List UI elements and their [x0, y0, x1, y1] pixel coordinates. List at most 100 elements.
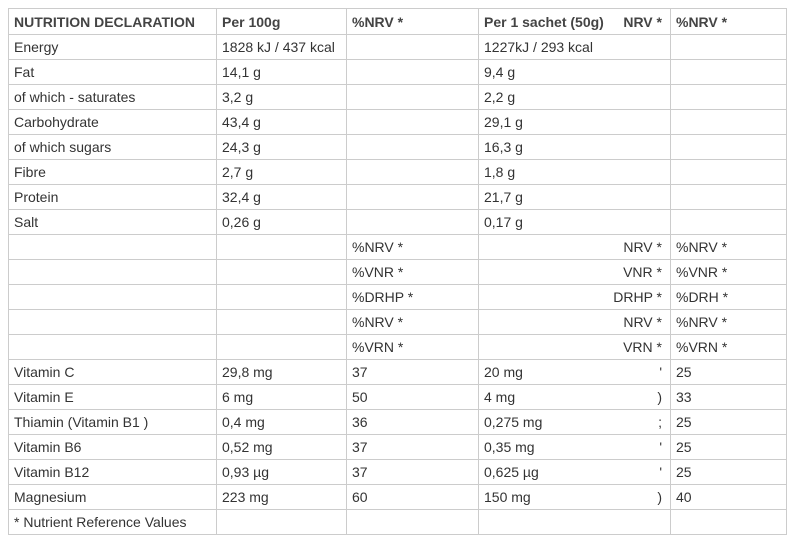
cell-text: 20 mg [484, 364, 523, 380]
cell-text: 0,35 mg [484, 439, 535, 455]
cell-text: %NRV * [352, 314, 404, 330]
cell-text: 50 [352, 389, 368, 405]
cell: Vitamin C [8, 359, 217, 385]
cell-text: Carbohydrate [14, 114, 99, 130]
cell-text: %VRN * [676, 339, 728, 355]
cell-text-right: NRV * [623, 239, 662, 255]
cell: %NRV * [346, 8, 479, 35]
cell: 29,8 mg [216, 359, 347, 385]
cell: 32,4 g [216, 184, 347, 210]
cell: %VRN * [670, 334, 787, 360]
cell [670, 134, 787, 160]
table-row: Vitamin B12 0,93 µg 37 0,625 µg ' 25 [8, 459, 787, 485]
cell [346, 509, 479, 535]
cell-text: 0,26 g [222, 214, 261, 230]
cell: of which - saturates [8, 84, 217, 110]
cell: 29,1 g [478, 109, 671, 135]
cell-text-right: DRHP * [613, 289, 662, 305]
cell: 1828 kJ / 437 kcal [216, 34, 347, 60]
cell: 25 [670, 359, 787, 385]
cell-text: %NRV * [676, 13, 728, 30]
table-row: %VNR * VNR * %VNR * [8, 259, 787, 285]
cell-text: Energy [14, 39, 59, 55]
cell: 43,4 g [216, 109, 347, 135]
cell [346, 209, 479, 235]
cell-text-right: VNR * [623, 264, 662, 280]
cell: %VNR * [670, 259, 787, 285]
cell-text: Magnesium [14, 489, 87, 505]
cell-text: 37 [352, 464, 368, 480]
cell: 6 mg [216, 384, 347, 410]
cell-text: 0,4 mg [222, 414, 265, 430]
cell-text: 25 [676, 364, 692, 380]
cell [478, 509, 671, 535]
cell: 0,625 µg ' [478, 459, 671, 485]
cell: Per 1 sachet (50g) NRV * [478, 8, 671, 35]
cell-text-right: ) [657, 389, 662, 405]
cell: NRV * [478, 309, 671, 335]
table-row: Thiamin (Vitamin B1 ) 0,4 mg 36 0,275 mg; 25 [8, 409, 787, 435]
cell-text: %DRHP * [352, 289, 414, 305]
cell-text: Per 1 sachet (50g) [484, 13, 604, 30]
cell-text-right: ' [659, 439, 662, 455]
cell: 0,26 g [216, 209, 347, 235]
cell: %VRN * [346, 334, 479, 360]
cell: NUTRITION DECLARATION [8, 8, 217, 35]
cell: 33 [670, 384, 787, 410]
cell [8, 284, 217, 310]
cell [346, 159, 479, 185]
cell-text: 37 [352, 364, 368, 380]
cell: 0,93 µg [216, 459, 347, 485]
cell-text: Per 100g [222, 13, 281, 30]
cell-text: Protein [14, 189, 59, 205]
cell-text: 29,1 g [484, 114, 523, 130]
table-row: Salt 0,26 g 0,17 g [8, 209, 787, 235]
cell-text-right: NRV * [623, 314, 662, 330]
cell [346, 34, 479, 60]
table-row: Fibre 2,7 g 1,8 g [8, 159, 787, 185]
cell: Per 100g [216, 8, 347, 35]
cell-text-right: VRN * [623, 339, 662, 355]
cell-text: 4 mg [484, 389, 516, 405]
cell: %NRV * [346, 309, 479, 335]
cell: 1227kJ / 293 kcal [478, 34, 671, 60]
cell-text: Vitamin B6 [14, 439, 82, 455]
cell: 223 mg [216, 484, 347, 510]
cell: 1,8 g [478, 159, 671, 185]
table-body: NUTRITION DECLARATION Per 100g %NRV * Per 1… [8, 8, 787, 535]
cell-text: %NRV * [352, 239, 404, 255]
cell [346, 84, 479, 110]
cell: 2,2 g [478, 84, 671, 110]
cell-text: 36 [352, 414, 368, 430]
table-row: Carbohydrate 43,4 g 29,1 g [8, 109, 787, 135]
table-row: Vitamin C 29,8 mg 37 20 mg ' 25 [8, 359, 787, 385]
cell-text: 37 [352, 439, 368, 455]
cell-text: 25 [676, 414, 692, 430]
cell-text: 6 mg [222, 389, 254, 405]
cell: 50 [346, 384, 479, 410]
cell-text: %NRV * [676, 239, 728, 255]
table-row: %VRN * VRN * %VRN * [8, 334, 787, 360]
cell: 14,1 g [216, 59, 347, 85]
cell-text: 1227kJ / 293 kcal [484, 39, 593, 55]
cell-text: 1,8 g [484, 164, 516, 180]
cell: 20 mg ' [478, 359, 671, 385]
cell-text: Fibre [14, 164, 46, 180]
cell-text: 2,7 g [222, 164, 254, 180]
table-row: %NRV * NRV * %NRV * [8, 309, 787, 335]
cell: 37 [346, 459, 479, 485]
cell [670, 59, 787, 85]
cell-text-right: ' [659, 364, 662, 380]
cell-text: Fat [14, 64, 35, 80]
cell: Protein [8, 184, 217, 210]
cell: 24,3 g [216, 134, 347, 160]
cell [670, 209, 787, 235]
cell-text: 40 [676, 489, 692, 505]
cell-text: 14,1 g [222, 64, 261, 80]
table-row: Vitamin B6 0,52 mg 37 0,35 mg ' 25 [8, 434, 787, 460]
cell-text: %VNR * [676, 264, 728, 280]
cell-text: of which sugars [14, 139, 112, 155]
cell: * Nutrient Reference Values [8, 509, 217, 535]
cell-text: NUTRITION DECLARATION [14, 13, 195, 30]
